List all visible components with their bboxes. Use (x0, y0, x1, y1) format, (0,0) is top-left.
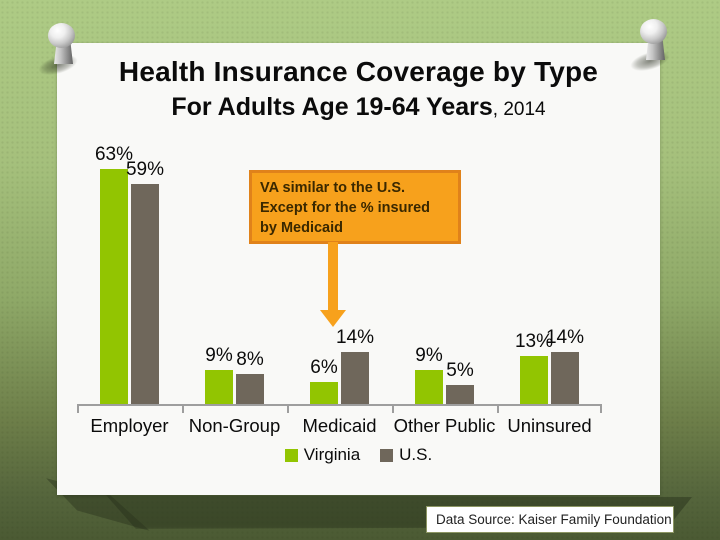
subtitle-year: , 2014 (492, 99, 546, 120)
axis-tick (497, 405, 499, 413)
bar-value-label: 14% (335, 327, 375, 348)
legend-item-virginia: Virginia (284, 445, 361, 465)
bar-virginia-medicaid (310, 382, 338, 404)
bar-u-s--employer (131, 184, 159, 404)
bar-value-label: 5% (446, 360, 474, 381)
data-source-text: Data Source: Kaiser Family Foundation (436, 512, 672, 527)
bar-group-medicaid: 6% 14% (287, 327, 392, 404)
bar-value-label: 6% (310, 357, 338, 378)
callout-arrow-head (320, 310, 346, 327)
slide-paper: Health Insurance Coverage by Type For Ad… (57, 43, 660, 495)
bar-u-s--medicaid (341, 352, 369, 404)
legend-label: Virginia (303, 445, 361, 464)
x-axis-line (77, 404, 602, 406)
bar-group-employer: 63% 59% (77, 144, 182, 404)
category-label-uninsured: Uninsured (507, 415, 592, 436)
category-label-employer: Employer (90, 415, 169, 436)
axis-tick (392, 405, 394, 413)
bar-virginia-other-public (415, 370, 443, 404)
bar-group-uninsured: 13% 14% (497, 327, 602, 404)
bar-value-label: 63% (94, 144, 134, 165)
axis-tick (77, 405, 79, 413)
bar-virginia-uninsured (520, 356, 548, 404)
legend-label: U.S. (399, 445, 433, 464)
legend-swatch-u-s- (380, 448, 394, 462)
bar-value-label: 9% (415, 345, 443, 366)
axis-tick (600, 405, 602, 413)
pushpin-icon (627, 18, 679, 76)
bar-value-label: 59% (125, 159, 165, 180)
category-labels-row: Employer Non-Group Medicaid Other Public Uni… (77, 415, 602, 437)
bar-u-s--non-group (236, 374, 264, 404)
pushpin-icon (35, 22, 87, 80)
slide-subtitle: For Adults Age 19-64 Years, 2014 (57, 93, 660, 122)
bar-virginia-employer (100, 169, 128, 404)
chart-legend: Virginia U.S. (57, 445, 660, 465)
data-source-box: Data Source: Kaiser Family Foundation (426, 506, 674, 533)
legend-swatch-virginia (284, 448, 298, 462)
axis-tick (287, 405, 289, 413)
slide-title: Health Insurance Coverage by Type (118, 56, 599, 87)
bar-group-non-group: 9% 8% (182, 345, 287, 404)
category-label-medicaid: Medicaid (302, 415, 377, 436)
bar-value-label: 8% (236, 349, 264, 370)
callout-arrow-stem (328, 242, 338, 311)
subtitle-main: For Adults Age 19-64 Years (171, 93, 493, 121)
bar-value-label: 14% (545, 327, 585, 348)
callout-text: VA similar to the U.S. Except for the % … (260, 180, 431, 236)
bar-chart: 63% 59% 9% 8% 6% 14% 9% 5% 13% 14% (77, 43, 602, 413)
legend-item-u-s-: U.S. (380, 445, 432, 465)
bar-virginia-non-group (205, 370, 233, 404)
bar-group-other-public: 9% 5% (392, 345, 497, 404)
bar-u-s--other-public (446, 385, 474, 404)
bar-value-label: 13% (514, 331, 554, 352)
bar-u-s--uninsured (551, 352, 579, 404)
axis-tick (182, 405, 184, 413)
callout-box: VA similar to the U.S. Except for the % … (249, 170, 461, 244)
bar-value-label: 9% (205, 345, 233, 366)
category-label-other-public: Other Public (393, 415, 496, 436)
category-label-non-group: Non-Group (188, 415, 281, 436)
